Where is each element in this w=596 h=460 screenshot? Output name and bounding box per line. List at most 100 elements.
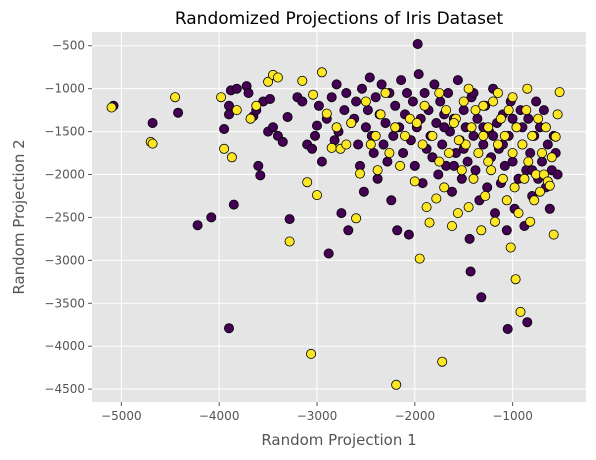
scatter-point-yellow [505, 242, 516, 253]
scatter-point-yellow [421, 202, 432, 213]
scatter-point-purple [313, 100, 324, 111]
scatter-point-yellow [456, 165, 467, 176]
scatter-point-yellow [453, 135, 464, 146]
scatter-point-purple [429, 79, 440, 90]
scatter-point-purple [544, 203, 555, 214]
y-tick-label: −3500 [44, 296, 85, 310]
scatter-point-purple [323, 248, 334, 259]
scatter-point-purple [398, 147, 409, 158]
scatter-point-yellow [476, 225, 487, 236]
scatter-point-purple [316, 156, 327, 167]
scatter-point-purple [431, 118, 442, 129]
scatter-point-yellow [231, 105, 242, 116]
scatter-point-purple [446, 186, 457, 197]
scatter-point-purple [443, 88, 454, 99]
x-tick-label: −1000 [492, 409, 533, 423]
scatter-point-purple [462, 156, 473, 167]
scatter-point-purple [228, 199, 239, 210]
scatter-point-purple [396, 75, 407, 86]
scatter-point-yellow [522, 83, 533, 94]
scatter-point-purple [372, 173, 383, 184]
y-tick-label: −1500 [44, 125, 85, 139]
x-axis-ticks: −5000 −4000 −3000 −2000 −1000 [101, 402, 533, 423]
scatter-point-yellow [414, 253, 425, 264]
scatter-point-yellow [346, 118, 357, 129]
scatter-point-yellow [170, 92, 181, 103]
scatter-point-purple [507, 156, 518, 167]
scatter-point-yellow [480, 190, 491, 201]
scatter-point-purple [339, 105, 350, 116]
scatter-point-yellow [533, 113, 544, 124]
y-tick-label: −1000 [44, 82, 85, 96]
y-axis-label: Random Projection 2 [10, 139, 28, 294]
scatter-point-purple [386, 195, 397, 206]
scatter-point-purple [522, 317, 533, 328]
scatter-point-yellow [424, 217, 435, 228]
scatter-point-yellow [411, 118, 422, 129]
scatter-point-yellow [550, 131, 561, 142]
scatter-point-yellow [245, 113, 256, 124]
scatter-point-purple [413, 69, 424, 80]
scatter-point-purple [419, 88, 430, 99]
scatter-point-yellow [399, 130, 410, 141]
scatter-point-yellow [517, 139, 528, 150]
scatter-point-purple [523, 113, 534, 124]
scatter-point-yellow [503, 105, 514, 116]
scatter-point-yellow [478, 100, 489, 111]
scatter-point-purple [470, 165, 481, 176]
scatter-point-yellow [509, 182, 520, 193]
scatter-point-purple [206, 212, 217, 223]
y-tick-label: −3000 [44, 253, 85, 267]
y-tick-label: −500 [52, 39, 85, 53]
scatter-point-purple [502, 323, 513, 334]
scatter-point-yellow [311, 190, 322, 201]
scatter-point-yellow [448, 118, 459, 129]
scatter-point-purple [390, 100, 401, 111]
scatter-point-yellow [507, 92, 518, 103]
scatter-point-yellow [483, 156, 494, 167]
scatter-point-yellow [437, 356, 448, 367]
scatter-point-yellow [546, 152, 557, 163]
scatter-point-purple [253, 160, 264, 171]
y-tick-label: −4500 [44, 382, 85, 396]
scatter-point-yellow [511, 122, 522, 133]
scatter-point-purple [331, 79, 342, 90]
scatter-point-yellow [515, 306, 526, 317]
scatter-point-yellow [391, 379, 402, 390]
scatter-point-yellow [554, 87, 565, 98]
scatter-point-yellow [501, 195, 512, 206]
scatter-point-yellow [473, 147, 484, 158]
scatter-point-purple [341, 88, 352, 99]
scatter-point-yellow [263, 76, 274, 87]
scatter-point-purple [376, 79, 387, 90]
scatter-point-yellow [519, 173, 530, 184]
scatter-point-purple [192, 220, 203, 231]
scatter-point-yellow [527, 130, 538, 141]
scatter-point-purple [223, 323, 234, 334]
scatter-point-yellow [360, 96, 371, 107]
scatter-point-yellow [439, 182, 450, 193]
y-tick-label: −2500 [44, 210, 85, 224]
scatter-point-purple [255, 170, 266, 181]
scatter-point-purple [223, 100, 234, 111]
scatter-point-yellow [417, 139, 428, 150]
scatter-point-purple [465, 266, 476, 277]
scatter-point-purple [433, 169, 444, 180]
scatter-point-purple [370, 92, 381, 103]
scatter-point-yellow [370, 130, 381, 141]
scatter-point-yellow [458, 96, 469, 107]
scatter-point-purple [282, 112, 293, 123]
scatter-point-purple [243, 88, 254, 99]
scatter-point-purple [378, 139, 389, 150]
scatter-point-yellow [470, 105, 481, 116]
scatter-point-yellow [216, 92, 227, 103]
scatter-point-purple [531, 96, 542, 107]
scatter-point-purple [351, 96, 362, 107]
scatter-point-yellow [351, 213, 362, 224]
scatter-point-yellow [446, 220, 457, 231]
scatter-point-purple [478, 139, 489, 150]
scatter-point-purple [311, 120, 322, 131]
scatter-point-yellow [513, 208, 524, 219]
scatter-point-purple [452, 75, 463, 86]
